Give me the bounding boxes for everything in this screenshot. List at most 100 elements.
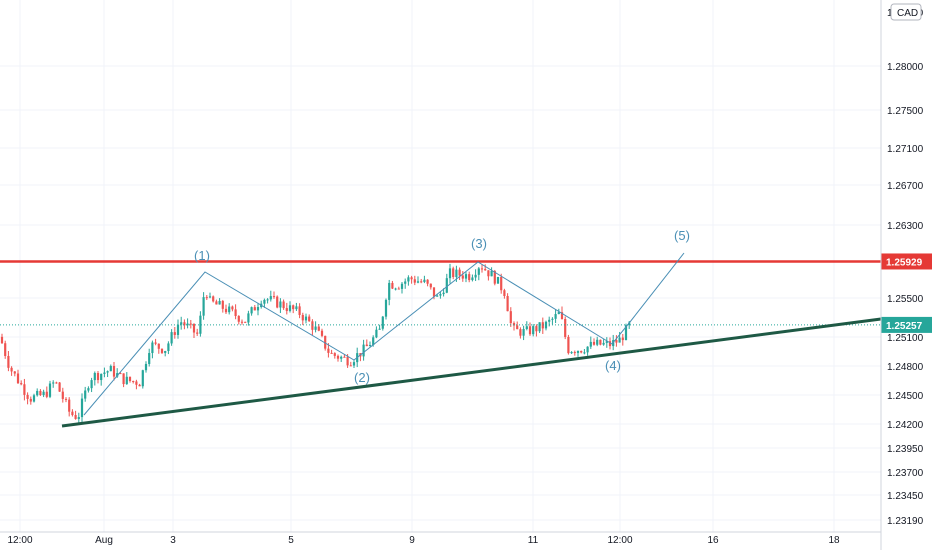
wave-label: (4) [605, 358, 621, 373]
candle-up [352, 362, 356, 366]
x-tick-label: 18 [828, 535, 840, 546]
candle-up [628, 322, 631, 326]
candle-up [250, 307, 253, 314]
candle-up [602, 342, 605, 345]
candle-up [164, 351, 167, 353]
candle-down [301, 314, 304, 321]
candle-up [42, 391, 45, 396]
candle-down [192, 323, 196, 333]
y-tick-label: 1.27500 [887, 106, 924, 117]
candle-down [39, 390, 42, 396]
candle-down [154, 342, 157, 344]
candle-up [474, 274, 477, 278]
candle-up [199, 315, 202, 334]
wave-label: (3) [471, 236, 487, 251]
candle-up [388, 282, 391, 300]
candle-up [423, 279, 426, 282]
wave-label: (5) [674, 228, 690, 243]
candle-down [397, 288, 400, 290]
candle-up [471, 277, 474, 281]
candle-down [119, 373, 122, 375]
elliott-wave-path [83, 252, 685, 416]
candle-down [509, 311, 512, 324]
candle-down [343, 356, 346, 358]
candle-down [183, 322, 186, 326]
candle-down [231, 306, 234, 310]
candle-up [496, 276, 500, 284]
candle-down [573, 352, 576, 354]
candle-up [477, 268, 480, 275]
candle-up [445, 278, 448, 293]
candle-up [151, 342, 154, 354]
candle-up [36, 390, 39, 396]
candle-down [16, 373, 20, 384]
candle-up [52, 382, 55, 384]
candle-down [160, 348, 164, 353]
candle-up [176, 324, 180, 335]
candle-up [109, 365, 112, 372]
candle-up [605, 341, 608, 343]
candle-up [384, 299, 388, 317]
candle-up [84, 390, 87, 399]
candle-up [583, 352, 586, 354]
candle-down [61, 391, 64, 399]
candle-up [202, 297, 205, 316]
candle-up [247, 313, 250, 323]
candle-down [458, 269, 461, 276]
candle-up [186, 323, 189, 326]
candle-down [484, 269, 487, 271]
candle-up [436, 295, 439, 297]
candle-down [253, 307, 256, 311]
candle-down [413, 279, 416, 283]
candle-up [228, 306, 231, 313]
candle-down [560, 312, 564, 320]
candle-up [557, 312, 560, 315]
x-tick-label: 12:00 [607, 535, 632, 546]
last-price-label: 1.25257 [886, 321, 923, 332]
candle-up [90, 380, 93, 389]
candle-up [48, 383, 52, 397]
candle-up [279, 301, 282, 308]
candle-down [96, 372, 100, 381]
y-tick-label: 1.23950 [887, 444, 924, 455]
candle-down [333, 353, 336, 356]
candle-up [288, 305, 292, 311]
candle-up [404, 281, 407, 284]
last-price-badge [881, 316, 932, 333]
candle-down [480, 268, 484, 270]
x-tick-label: 12:00 [7, 535, 32, 546]
candle-down [71, 411, 74, 416]
candle-down [429, 283, 432, 288]
candle-down [26, 394, 29, 399]
candle-down [128, 376, 132, 382]
candle-up [586, 346, 589, 353]
candle-up [32, 395, 36, 402]
candle-down [615, 340, 618, 343]
candle-down [298, 306, 301, 315]
candle-up [378, 328, 381, 330]
candle-down [349, 365, 352, 367]
candle-down [336, 355, 340, 359]
candle-down [292, 305, 295, 310]
wave-label: (1) [194, 248, 210, 263]
candle-up [551, 318, 554, 320]
candle-down [500, 276, 503, 291]
candle-up [589, 341, 592, 347]
candle-down [74, 415, 77, 419]
candle-down [567, 336, 570, 354]
y-tick-label: 1.23190 [887, 516, 924, 527]
candle-up [148, 353, 151, 364]
resistance-price-label: 1.25929 [886, 257, 923, 268]
candle-up [208, 296, 212, 298]
candle-up [80, 398, 84, 418]
candle-down [308, 316, 311, 322]
candle-down [234, 309, 237, 317]
candle-down [196, 332, 199, 334]
candle-down [205, 297, 208, 299]
candle-down [516, 325, 519, 330]
candle-down [45, 391, 48, 397]
candle-down [55, 382, 58, 384]
candle-up [116, 373, 119, 377]
candle-up [407, 277, 410, 282]
candle-up [464, 274, 468, 279]
